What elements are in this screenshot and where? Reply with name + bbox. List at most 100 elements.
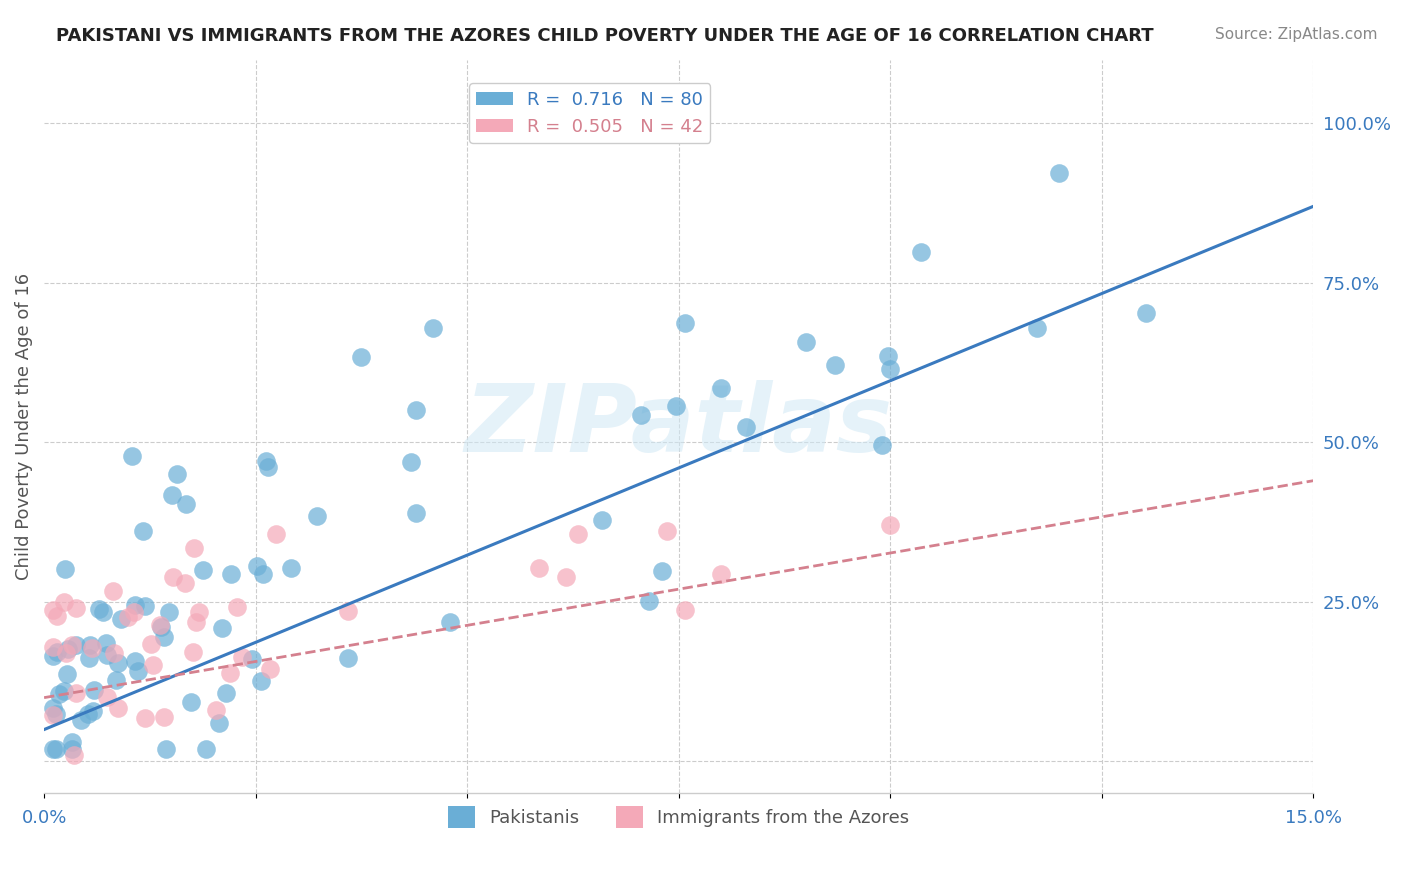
Point [60, 734, 83, 748]
Point [63, 747, 86, 762]
Point [65, 685, 87, 699]
Point [630, 409, 652, 423]
Point [591, 513, 613, 527]
Point [41, 649, 63, 664]
Point [180, 695, 202, 709]
Point [93, 605, 115, 619]
Point [651, 564, 673, 578]
Point [176, 497, 198, 511]
Point [555, 570, 578, 584]
Point [153, 630, 176, 644]
Point [162, 570, 184, 584]
Text: Source: ZipAtlas.com: Source: ZipAtlas.com [1215, 27, 1378, 42]
Point [422, 320, 444, 334]
Point [405, 506, 427, 520]
Point [41, 741, 63, 756]
Point [657, 524, 679, 538]
Point [257, 460, 280, 475]
Point [211, 621, 233, 635]
Point [41, 707, 63, 722]
Point [77, 706, 100, 721]
Point [124, 654, 146, 668]
Point [45, 706, 67, 721]
Point [41, 700, 63, 714]
Point [879, 517, 901, 532]
Point [710, 567, 733, 582]
Point [214, 686, 236, 700]
Point [439, 615, 461, 629]
Point [250, 674, 273, 689]
Point [193, 563, 215, 577]
Point [87, 602, 110, 616]
Point [107, 656, 129, 670]
Point [41, 603, 63, 617]
Point [405, 402, 427, 417]
Point [82, 640, 104, 655]
Point [124, 599, 146, 613]
Point [45, 741, 67, 756]
Point [195, 741, 218, 756]
Point [122, 605, 145, 619]
Point [673, 602, 696, 616]
Point [70, 713, 93, 727]
Point [157, 605, 180, 619]
Point [231, 650, 253, 665]
Point [208, 715, 231, 730]
Point [132, 524, 155, 538]
Point [307, 509, 329, 524]
Point [152, 710, 174, 724]
Point [174, 576, 197, 591]
Point [665, 399, 688, 413]
Point [142, 658, 165, 673]
Point [567, 527, 589, 541]
Point [252, 567, 274, 582]
Text: 0.0%: 0.0% [21, 809, 67, 827]
Point [188, 605, 211, 619]
Point [53, 562, 76, 576]
Point [149, 620, 172, 634]
Point [673, 316, 696, 330]
Point [794, 335, 817, 350]
Point [246, 559, 269, 574]
Point [183, 541, 205, 556]
Point [870, 438, 893, 452]
Point [45, 645, 67, 659]
Point [254, 453, 277, 467]
Point [117, 610, 139, 624]
Legend: Pakistanis, Immigrants from the Azores: Pakistanis, Immigrants from the Azores [440, 799, 917, 836]
Point [48, 688, 70, 702]
Point [94, 636, 117, 650]
Point [79, 638, 101, 652]
Point [149, 618, 172, 632]
Point [121, 450, 143, 464]
Point [110, 612, 132, 626]
Point [56, 641, 79, 656]
Text: 15.0%: 15.0% [1285, 809, 1341, 827]
Point [184, 615, 207, 629]
Point [55, 646, 77, 660]
Point [259, 661, 281, 675]
Point [134, 599, 156, 613]
Point [1026, 320, 1049, 334]
Point [280, 560, 302, 574]
Point [134, 711, 156, 725]
Point [56, 667, 79, 681]
Point [240, 652, 263, 666]
Point [264, 526, 287, 541]
Point [877, 350, 900, 364]
Text: PAKISTANI VS IMMIGRANTS FROM THE AZORES CHILD POVERTY UNDER THE AGE OF 16 CORREL: PAKISTANI VS IMMIGRANTS FROM THE AZORES … [56, 27, 1154, 45]
Point [226, 599, 249, 614]
Point [96, 690, 118, 704]
Point [350, 350, 373, 364]
Point [53, 595, 76, 609]
Point [336, 604, 359, 618]
Point [166, 467, 188, 482]
Point [1049, 166, 1071, 180]
Point [160, 488, 183, 502]
Point [105, 673, 128, 687]
Point [735, 419, 758, 434]
Point [77, 650, 100, 665]
Point [52, 684, 75, 698]
Point [824, 358, 846, 372]
Point [101, 584, 124, 599]
